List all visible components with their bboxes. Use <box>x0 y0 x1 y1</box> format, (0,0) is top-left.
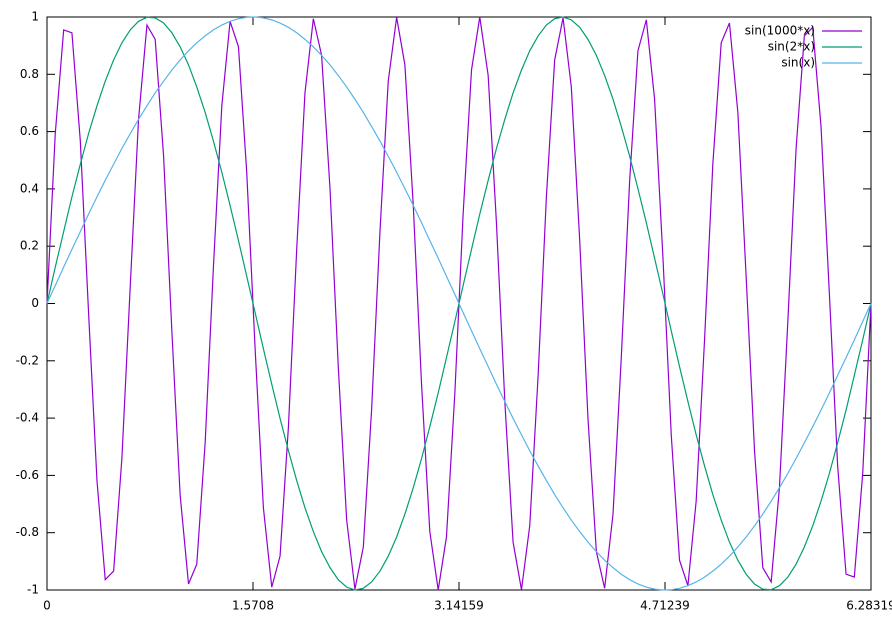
y-tick-label: 0.4 <box>20 181 39 195</box>
y-tick-label: 0.6 <box>20 124 39 138</box>
y-tick-label: -0.8 <box>16 525 39 539</box>
legend-label: sin(1000*x) <box>745 24 815 38</box>
y-tick-label: 0.8 <box>20 67 39 81</box>
y-tick-label: 0 <box>31 296 39 310</box>
y-tick-label: 1 <box>31 10 39 24</box>
x-tick-label: 4.71239 <box>640 599 690 613</box>
line-series <box>46 16 872 591</box>
x-tick-label: 3.14159 <box>434 599 484 613</box>
y-tick-label: -1 <box>27 583 39 597</box>
y-tick-label: -0.2 <box>16 353 39 367</box>
legend-label: sin(2*x) <box>768 40 815 54</box>
x-tick-label: 6.28319 <box>846 599 892 613</box>
legend-label: sin(x) <box>781 56 815 70</box>
x-tick-label: 1.5708 <box>232 599 274 613</box>
y-tick-label: -0.6 <box>16 468 39 482</box>
x-tick-label: 0 <box>43 599 51 613</box>
y-tick-label: -0.4 <box>16 411 39 425</box>
y-tick-label: 0.2 <box>20 239 39 253</box>
